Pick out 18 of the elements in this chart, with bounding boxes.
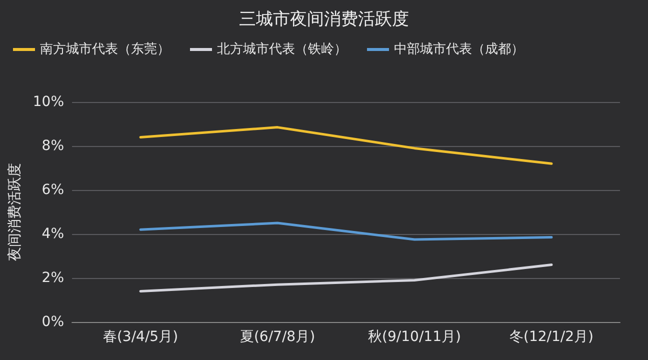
x-tick-label: 冬(12/1/2月)	[510, 329, 594, 345]
x-tick-label: 秋(9/10/11月)	[368, 329, 461, 345]
y-axis-title: 夜间消费活跃度	[7, 163, 23, 261]
y-tick-label: 2%	[42, 270, 64, 286]
y-tick-label: 0%	[42, 314, 64, 330]
y-tick-label: 6%	[42, 182, 64, 198]
y-tick-label: 10%	[32, 94, 64, 110]
y-tick-label: 4%	[42, 226, 64, 242]
x-tick-label: 夏(6/7/8月)	[240, 329, 316, 345]
legend-label: 中部城市代表（成都）	[394, 42, 524, 57]
y-tick-label: 8%	[42, 138, 64, 154]
legend-label: 南方城市代表（东莞）	[40, 41, 170, 57]
line-series	[139, 222, 553, 241]
line-series	[139, 126, 553, 165]
line-series	[139, 264, 553, 292]
legend-label: 北方城市代表（铁岭）	[217, 41, 347, 57]
chart-title: 三城市夜间消费活跃度	[239, 10, 409, 30]
x-tick-label: 春(3/4/5月)	[102, 329, 178, 345]
